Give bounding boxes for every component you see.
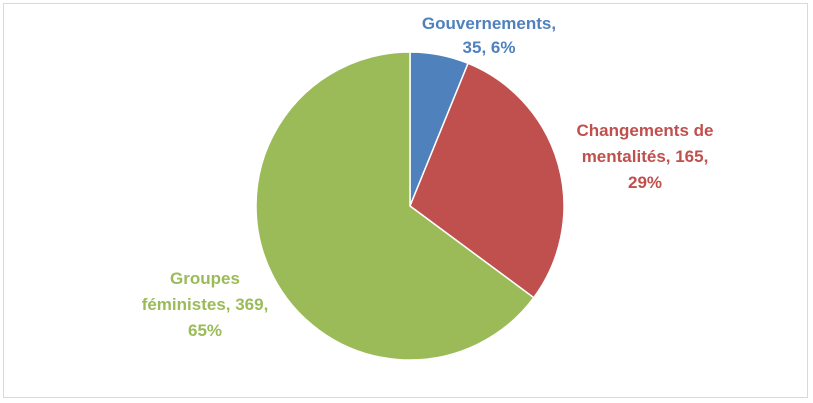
pie-slices — [255, 51, 565, 361]
pie-slice-groupes-f-ministes — [255, 51, 535, 361]
pie-slice-changements-de-mentalit-s — [409, 62, 565, 299]
data-label-line: 29% — [628, 173, 662, 192]
data-label-line: Groupes — [170, 269, 240, 288]
data-label-line: Gouvernements, — [422, 14, 556, 33]
data-label-line: 35, 6% — [463, 38, 516, 57]
data-label-line: mentalités, 165, — [582, 147, 709, 166]
data-label-line: féministes, 369, — [142, 295, 269, 314]
data-label-gouvernements: Gouvernements, 35, 6% — [422, 14, 556, 57]
data-label-groupes-f-ministes: Groupes féministes, 369, 65% — [142, 269, 269, 340]
data-label-line: 65% — [188, 321, 222, 340]
pie-labels: Gouvernements, 35, 6% Changements de mental… — [142, 14, 714, 340]
data-label-changements-de-mentalit-s: Changements de mentalités, 165, 29% — [577, 121, 714, 192]
data-label-line: Changements de — [577, 121, 714, 140]
